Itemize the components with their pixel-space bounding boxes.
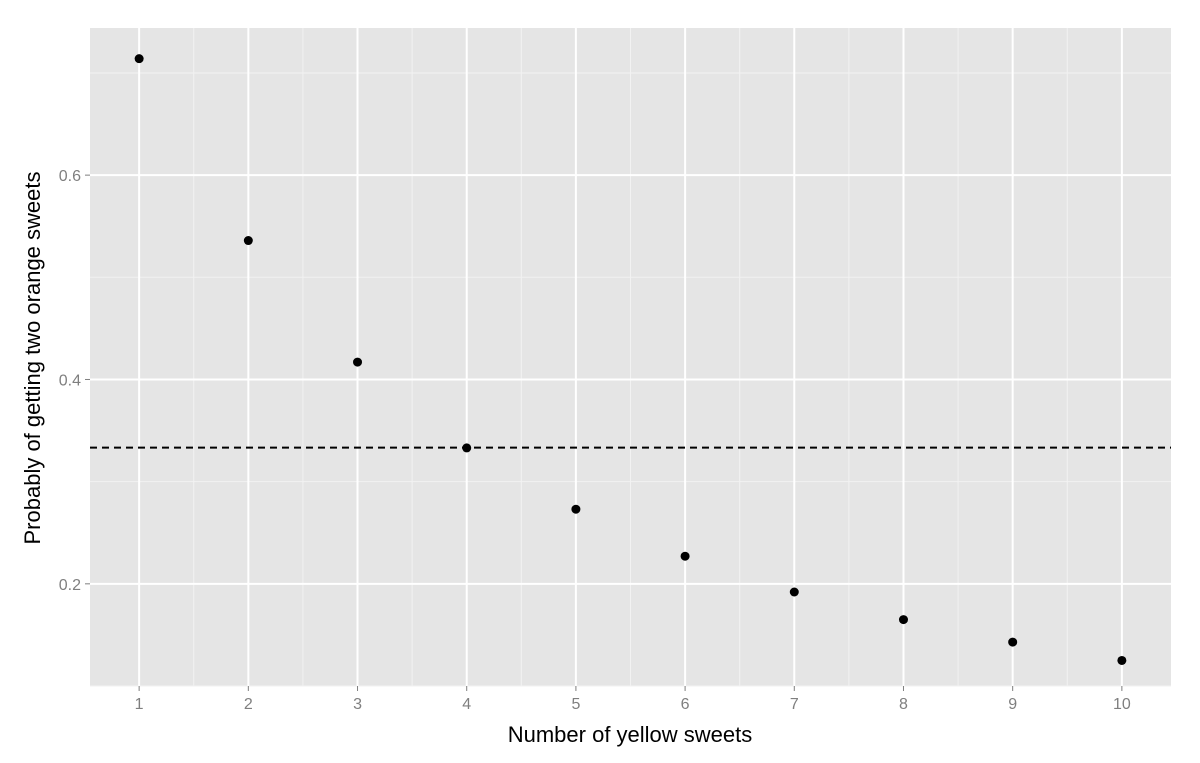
y-tick-label: 0.6 xyxy=(59,168,81,185)
minor-gridlines xyxy=(90,28,1171,687)
y-tick-label: 0.2 xyxy=(59,577,81,594)
data-points xyxy=(134,54,1127,665)
data-point xyxy=(243,236,253,246)
x-tick-label: 8 xyxy=(899,696,908,713)
x-axis-title: Number of yellow sweets xyxy=(508,722,753,747)
data-point xyxy=(353,357,363,367)
x-tick-label: 10 xyxy=(1113,696,1131,713)
x-axis-ticks: 1 2 3 4 5 6 7 8 9 10 xyxy=(135,686,1131,713)
x-tick-label: 4 xyxy=(462,696,471,713)
data-point xyxy=(898,615,908,625)
x-tick-label: 7 xyxy=(790,696,799,713)
y-axis-ticks: 0.2 0.4 0.6 xyxy=(59,168,90,594)
x-tick-label: 6 xyxy=(681,696,690,713)
data-point xyxy=(1008,637,1018,647)
x-tick-label: 1 xyxy=(135,696,144,713)
data-point xyxy=(680,551,690,561)
y-axis-title: Probably of getting two orange sweets xyxy=(20,171,45,544)
y-tick-label: 0.4 xyxy=(59,372,81,389)
data-point xyxy=(571,504,581,514)
data-point xyxy=(462,443,472,453)
x-tick-label: 2 xyxy=(244,696,253,713)
data-point xyxy=(1117,655,1127,665)
data-point xyxy=(789,587,799,597)
data-point xyxy=(134,54,144,64)
x-tick-label: 3 xyxy=(353,696,362,713)
major-gridlines xyxy=(90,28,1171,686)
x-tick-label: 9 xyxy=(1008,696,1017,713)
x-tick-label: 5 xyxy=(571,696,580,713)
